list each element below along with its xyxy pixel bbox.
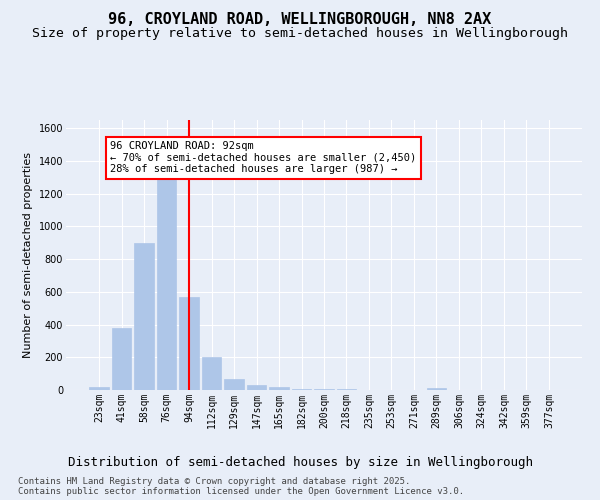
Text: Distribution of semi-detached houses by size in Wellingborough: Distribution of semi-detached houses by … bbox=[67, 456, 533, 469]
Bar bbox=[202, 358, 221, 390]
Bar bbox=[269, 387, 289, 390]
Bar bbox=[157, 174, 176, 390]
Y-axis label: Number of semi-detached properties: Number of semi-detached properties bbox=[23, 152, 33, 358]
Text: Contains public sector information licensed under the Open Government Licence v3: Contains public sector information licen… bbox=[18, 486, 464, 496]
Text: 96, CROYLAND ROAD, WELLINGBOROUGH, NN8 2AX: 96, CROYLAND ROAD, WELLINGBOROUGH, NN8 2… bbox=[109, 12, 491, 28]
Bar bbox=[89, 386, 109, 390]
Bar bbox=[247, 385, 266, 390]
Bar bbox=[337, 389, 356, 390]
Text: Size of property relative to semi-detached houses in Wellingborough: Size of property relative to semi-detach… bbox=[32, 28, 568, 40]
Text: 96 CROYLAND ROAD: 92sqm
← 70% of semi-detached houses are smaller (2,450)
28% of: 96 CROYLAND ROAD: 92sqm ← 70% of semi-de… bbox=[110, 142, 416, 174]
Bar bbox=[112, 328, 131, 390]
Bar bbox=[224, 380, 244, 390]
Bar bbox=[134, 242, 154, 390]
Bar bbox=[179, 296, 199, 390]
Bar bbox=[427, 388, 446, 390]
Bar bbox=[314, 389, 334, 390]
Bar bbox=[292, 389, 311, 390]
Text: Contains HM Land Registry data © Crown copyright and database right 2025.: Contains HM Land Registry data © Crown c… bbox=[18, 476, 410, 486]
